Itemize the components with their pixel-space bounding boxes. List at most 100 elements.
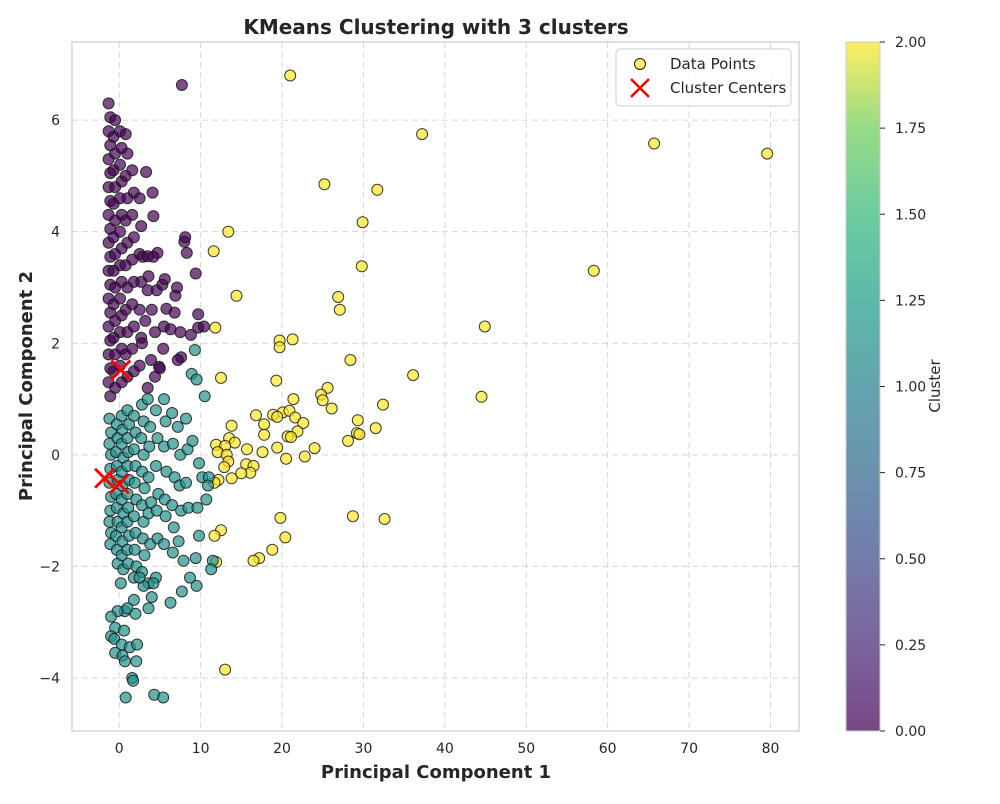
data-point-cluster-1 xyxy=(193,529,205,542)
data-point-cluster-0 xyxy=(133,192,146,205)
data-point-cluster-0 xyxy=(147,210,160,223)
data-point-cluster-2 xyxy=(346,510,359,523)
data-point-cluster-0 xyxy=(114,292,126,305)
data-point-cluster-0 xyxy=(145,354,157,366)
x-tick-label: 30 xyxy=(355,741,373,757)
data-point-cluster-2 xyxy=(297,417,310,429)
data-point-cluster-1 xyxy=(189,552,202,565)
data-point-cluster-1 xyxy=(119,691,132,704)
data-point-cluster-0 xyxy=(127,231,140,244)
data-point-cluster-0 xyxy=(109,114,122,127)
data-point-cluster-0 xyxy=(158,273,171,286)
data-point-cluster-2 xyxy=(218,461,231,474)
data-point-cluster-0 xyxy=(140,166,153,178)
y-axis-label: Principal Component 2 xyxy=(16,271,37,501)
data-point-cluster-2 xyxy=(284,69,297,82)
data-point-cluster-2 xyxy=(273,341,286,354)
data-point-cluster-2 xyxy=(371,183,384,196)
data-point-cluster-0 xyxy=(146,186,159,199)
data-point-cluster-0 xyxy=(119,128,132,141)
legend: Data Points Cluster Centers xyxy=(615,48,792,107)
data-point-cluster-1 xyxy=(160,465,173,478)
cluster-center-2 xyxy=(108,473,130,495)
data-point-cluster-1 xyxy=(149,460,162,472)
data-point-cluster-2 xyxy=(287,393,300,406)
data-point-cluster-1 xyxy=(137,448,150,461)
cluster-center-1 xyxy=(94,467,116,489)
data-point-cluster-1 xyxy=(144,420,157,433)
x-tick-label: 0 xyxy=(115,741,124,757)
data-point-cluster-1 xyxy=(142,602,155,615)
data-point-cluster-1 xyxy=(122,501,135,514)
data-point-cluster-1 xyxy=(172,535,185,548)
y-tick-label: 4 xyxy=(51,225,60,241)
data-point-cluster-1 xyxy=(186,434,199,447)
y-tick-label: −4 xyxy=(39,671,60,687)
data-point-cluster-2 xyxy=(318,178,331,191)
colorbar: 0.00 0.25 0.50 0.75 1.00 1.25 1.50 1.75 2.00 Clu… xyxy=(845,35,944,740)
data-point-cluster-2 xyxy=(377,398,389,411)
data-point-cluster-0 xyxy=(135,220,148,233)
data-point-cluster-1 xyxy=(130,655,143,668)
colorbar-tick-label: 0.50 xyxy=(895,552,926,568)
y-tick-label: 2 xyxy=(51,336,60,352)
data-point-cluster-2 xyxy=(332,291,345,303)
data-point-cluster-2 xyxy=(250,409,262,422)
data-point-cluster-2 xyxy=(230,289,243,302)
data-point-cluster-0 xyxy=(114,225,126,238)
data-point-cluster-2 xyxy=(298,450,311,463)
data-point-cluster-0 xyxy=(121,147,134,160)
data-point-cluster-1 xyxy=(167,521,180,534)
colorbar-tick-label: 1.25 xyxy=(895,293,926,309)
colorbar-tick-label: 0.75 xyxy=(895,466,926,482)
data-point-cluster-1 xyxy=(127,443,140,456)
data-point-cluster-1 xyxy=(175,585,188,598)
legend-data-points-marker xyxy=(634,58,646,70)
data-point-cluster-2 xyxy=(280,452,293,465)
data-point-cluster-2 xyxy=(407,369,420,382)
data-point-cluster-0 xyxy=(174,326,187,339)
data-point-cluster-1 xyxy=(131,638,144,651)
data-point-cluster-0 xyxy=(168,306,181,319)
data-point-cluster-1 xyxy=(141,393,154,406)
x-tick-label: 20 xyxy=(273,741,291,757)
data-point-cluster-2 xyxy=(208,529,221,542)
data-point-cluster-1 xyxy=(202,479,214,492)
data-point-cluster-1 xyxy=(190,579,203,592)
data-point-cluster-2 xyxy=(289,411,302,424)
x-tick-label: 10 xyxy=(192,741,210,757)
data-point-cluster-0 xyxy=(179,231,192,244)
data-point-cluster-2 xyxy=(344,354,357,366)
data-point-cluster-2 xyxy=(266,543,279,556)
data-point-cluster-2 xyxy=(279,531,292,544)
data-point-cluster-1 xyxy=(166,407,179,419)
cluster-centers xyxy=(94,359,132,495)
data-point-cluster-1 xyxy=(142,471,155,484)
data-point-cluster-2 xyxy=(286,333,299,346)
data-point-cluster-2 xyxy=(215,371,227,384)
data-point-cluster-0 xyxy=(192,308,205,321)
y-tick-label: 6 xyxy=(51,113,60,129)
data-point-cluster-1 xyxy=(164,596,177,609)
data-point-cluster-2 xyxy=(285,431,297,443)
data-point-cluster-1 xyxy=(105,610,118,623)
x-tick-label: 80 xyxy=(762,741,780,757)
legend-data-points-label: Data Points xyxy=(670,55,756,73)
colorbar-tick-label: 0.00 xyxy=(895,724,926,740)
data-point-cluster-1 xyxy=(180,476,192,489)
data-point-cluster-1 xyxy=(177,554,190,567)
data-point-cluster-1 xyxy=(127,674,140,687)
data-point-cluster-1 xyxy=(143,440,156,453)
data-point-cluster-1 xyxy=(128,476,141,489)
data-point-cluster-0 xyxy=(114,158,126,171)
data-point-cluster-2 xyxy=(274,511,287,524)
data-point-cluster-0 xyxy=(145,303,158,316)
data-point-cluster-1 xyxy=(158,538,170,551)
data-point-cluster-2 xyxy=(258,418,271,431)
colorbar-tick-label: 1.75 xyxy=(895,121,926,137)
legend-cluster-centers-marker xyxy=(630,78,650,98)
data-point-cluster-1 xyxy=(127,409,140,422)
data-point-cluster-2 xyxy=(648,137,661,150)
data-point-cluster-2 xyxy=(271,441,284,454)
